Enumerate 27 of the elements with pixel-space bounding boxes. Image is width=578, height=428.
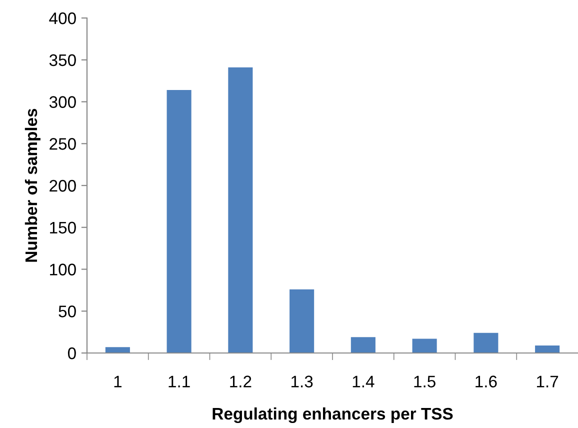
x-tick-label: 1.1 bbox=[168, 376, 190, 388]
x-tick-label: 1.2 bbox=[230, 376, 252, 388]
bar bbox=[105, 347, 130, 353]
bar bbox=[290, 289, 314, 353]
x-tick-label: 1.7 bbox=[537, 376, 558, 388]
x-tick-label: 1.6 bbox=[476, 376, 497, 388]
x-tick-label: 1.3 bbox=[292, 376, 313, 388]
y-tick-label: 300 bbox=[49, 96, 76, 108]
x-tick-label: 1.4 bbox=[352, 376, 374, 388]
bar bbox=[166, 90, 192, 353]
bar bbox=[412, 338, 437, 353]
y-tick-label: 250 bbox=[50, 138, 76, 150]
y-tick-label: 150 bbox=[50, 222, 76, 234]
bar bbox=[535, 345, 560, 353]
x-tick-label: 1.5 bbox=[414, 376, 436, 388]
y-tick-label: 50 bbox=[58, 306, 76, 318]
y-tick-label: 100 bbox=[50, 264, 76, 276]
y-tick-label: 200 bbox=[50, 180, 76, 192]
bar bbox=[474, 332, 498, 353]
x-tick-label: 1 bbox=[114, 376, 122, 388]
y-tick-label: 350 bbox=[49, 54, 76, 66]
y-axis-title: Number of samples bbox=[24, 108, 40, 262]
bar bbox=[228, 67, 253, 353]
y-tick-label: 400 bbox=[49, 12, 76, 24]
x-axis-title: Regulating enhancers per TSS bbox=[212, 407, 453, 424]
bar bbox=[350, 337, 376, 353]
y-tick-label: 0 bbox=[68, 347, 76, 360]
